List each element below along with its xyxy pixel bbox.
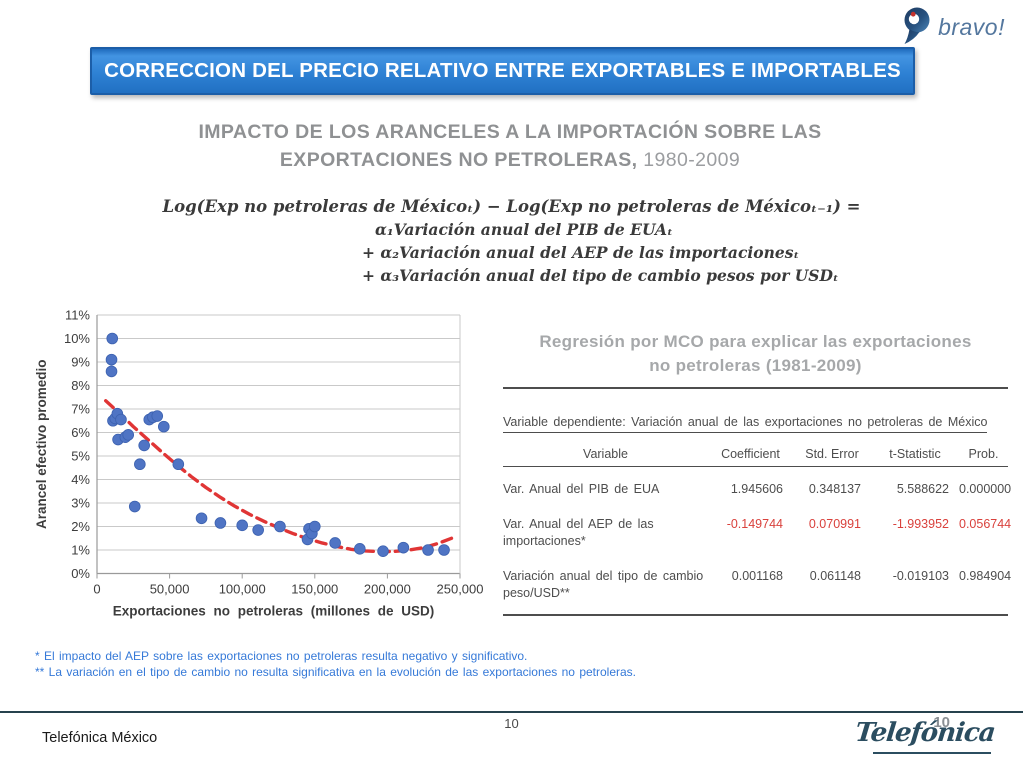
svg-text:10%: 10% — [64, 331, 90, 346]
row-variable: Var. Anual del PIB de EUA — [503, 482, 660, 496]
footer-divider — [0, 711, 1023, 713]
col-header-coefficient: Coefficient — [708, 443, 793, 467]
footnote-1: * El impacto del AEP sobre las exportaci… — [35, 649, 528, 663]
telefonica-logo-text: Telefónica — [853, 718, 997, 748]
row-t-statistic: -1.993952 — [892, 517, 949, 531]
slide-title: CORRECCION DEL PRECIO RELATIVO ENTRE EXP… — [104, 59, 901, 82]
row-prob: 0.000000 — [959, 482, 1012, 496]
regression-title-line2: no petroleras (1981-2009) — [649, 356, 862, 375]
telefonica-logo-underline — [873, 752, 991, 754]
svg-text:200,000: 200,000 — [364, 582, 411, 597]
subtitle-years: 1980-2009 — [643, 149, 741, 171]
scatter-chart: 0% 1% 2% 3% 4% 5% 6% 7% 8% 9% 10% 11% 0 50,000 100,000… — [30, 303, 485, 628]
formula-line1: Log(Exp no petroleras de Méxicoₜ) − Log(… — [162, 197, 861, 216]
row-prob: 0.984904 — [959, 554, 1011, 616]
title-divider — [503, 387, 1008, 389]
table-row: Var. Anual del PIB de EUA 1.945606 0.348… — [503, 467, 1012, 503]
slide-title-banner: CORRECCION DEL PRECIO RELATIVO ENTRE EXP… — [90, 47, 915, 95]
svg-text:7%: 7% — [71, 402, 90, 417]
row-prob: 0.056744 — [959, 517, 1012, 531]
row-coefficient: 0.001168 — [708, 554, 793, 616]
svg-text:6%: 6% — [71, 425, 90, 440]
col-header-variable: Variable — [503, 443, 708, 467]
regression-formula: Log(Exp no petroleras de Méxicoₜ) − Log(… — [0, 195, 1023, 287]
svg-text:8%: 8% — [71, 378, 90, 393]
formula-line3: + α₂Variación anual del AEP de las impor… — [362, 243, 800, 262]
row-t-statistic: 5.588622 — [896, 482, 949, 496]
dependent-variable-note: Variable dependiente: Variación anual de… — [503, 415, 988, 433]
svg-text:Arancel efectivo promedio: Arancel efectivo promedio — [34, 359, 49, 529]
col-header-t-statistic: t-Statistic — [871, 443, 959, 467]
logo-page-overlay: 10 — [933, 714, 950, 731]
svg-text:4%: 4% — [71, 472, 90, 487]
regression-title: Regresión por MCO para explicar las expo… — [503, 330, 1008, 378]
formula-line4: + α₃Variación anual del tipo de cambio p… — [362, 266, 839, 285]
table-row-highlighted: Var. Anual del AEP de las importaciones*… — [503, 502, 1012, 554]
table-row: Variación anual del tipo de cambio peso/… — [503, 554, 1011, 616]
row-coefficient: 1.945606 — [730, 482, 783, 496]
row-variable: Var. Anual del AEP de las importaciones* — [503, 517, 654, 548]
svg-text:5%: 5% — [71, 449, 90, 464]
footnotes: * El impacto del AEP sobre las exportaci… — [35, 648, 795, 680]
svg-text:150,000: 150,000 — [291, 582, 338, 597]
row-std-error: 0.061148 — [793, 554, 871, 616]
regression-table: Variable Coefficient Std. Error t-Statis… — [503, 443, 1012, 616]
row-coefficient: -0.149744 — [726, 517, 783, 531]
footnote-2: ** La variación en el tipo de cambio no … — [35, 665, 637, 679]
svg-text:250,000: 250,000 — [437, 582, 484, 597]
row-std-error: 0.070991 — [808, 517, 861, 531]
svg-text:11%: 11% — [65, 308, 90, 323]
subtitle-line1: IMPACTO DE LOS ARANCELES A LA IMPORTACIÓ… — [198, 121, 822, 143]
regression-panel: Regresión por MCO para explicar las expo… — [503, 330, 1012, 616]
subtitle-line2: EXPORTACIONES NO PETROLERAS, 1980-2009 — [100, 146, 920, 174]
svg-text:100,000: 100,000 — [219, 582, 266, 597]
telefonica-logo: 10 Telefónica — [853, 712, 997, 760]
svg-text:0: 0 — [93, 582, 100, 597]
bravo-pin-icon — [904, 7, 930, 44]
col-header-std-error: Std. Error — [793, 443, 871, 467]
row-t-statistic: -0.019103 — [871, 554, 959, 616]
row-std-error: 0.348137 — [808, 482, 861, 496]
footer-company: Telefónica México — [42, 730, 158, 746]
bravo-logo: bravo! — [900, 6, 1005, 48]
row-variable: Variación anual del tipo de cambio peso/… — [503, 554, 708, 616]
col-header-prob: Prob. — [959, 443, 1008, 467]
scatter-chart-svg: 0% 1% 2% 3% 4% 5% 6% 7% 8% 9% 10% 11% 0 50,000 100,000… — [34, 308, 484, 619]
svg-text:1%: 1% — [71, 543, 90, 558]
page-number: 10 — [504, 716, 519, 731]
svg-text:3%: 3% — [71, 496, 90, 511]
svg-text:2%: 2% — [71, 519, 90, 534]
subtitle: IMPACTO DE LOS ARANCELES A LA IMPORTACIÓ… — [100, 118, 920, 174]
formula-line2: α₁Variación anual del PIB de EUAₜ — [375, 220, 673, 239]
svg-text:9%: 9% — [71, 355, 90, 370]
svg-text:50,000: 50,000 — [150, 582, 190, 597]
svg-text:0%: 0% — [71, 566, 90, 581]
svg-text:Exportaciones no petroleras: Exportaciones no petroleras (millones de… — [113, 604, 435, 619]
table-header-row: Variable Coefficient Std. Error t-Statis… — [503, 443, 1008, 467]
bravo-logo-text: bravo! — [938, 13, 1005, 40]
subtitle-line2-text: EXPORTACIONES NO PETROLERAS, — [279, 149, 638, 171]
regression-title-line1: Regresión por MCO para explicar las expo… — [539, 332, 972, 351]
